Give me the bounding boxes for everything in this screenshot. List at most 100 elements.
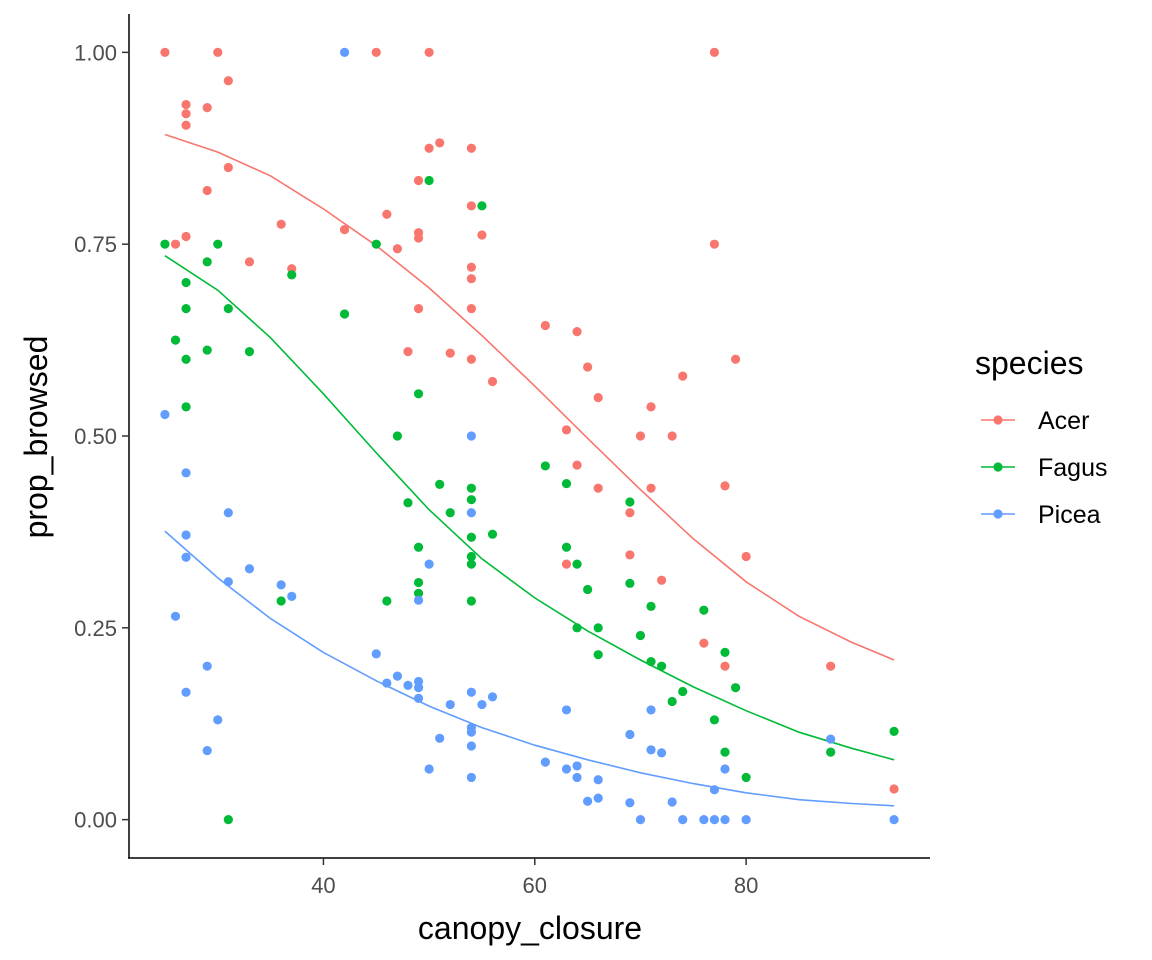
picea-point	[466, 687, 476, 697]
fagus-point	[741, 772, 751, 783]
picea-point	[741, 815, 751, 825]
picea-fit-line	[164, 530, 895, 807]
acer-point	[646, 483, 656, 493]
fagus-point	[572, 559, 582, 569]
fagus-point	[181, 354, 191, 364]
legend-item-picea: Picea	[981, 501, 1101, 529]
acer-point	[170, 239, 181, 249]
fagus-point	[413, 577, 424, 588]
x-tick-label: 80	[734, 873, 758, 898]
fagus-point	[445, 508, 455, 518]
acer-point	[202, 103, 212, 113]
picea-point	[466, 508, 476, 518]
x-tick-label: 40	[311, 873, 335, 898]
picea-point	[625, 798, 635, 808]
x-axis-title: canopy_closure	[418, 910, 642, 946]
fagus-point	[720, 647, 730, 657]
picea-point	[646, 745, 656, 755]
fagus-point	[625, 578, 635, 588]
fagus-point	[403, 498, 413, 508]
x-tick-label: 60	[523, 873, 547, 898]
fagus-point	[889, 726, 899, 737]
acer-point	[181, 231, 191, 242]
x-axis-ticks: 40 60 80	[311, 858, 758, 898]
fagus-point	[213, 239, 223, 249]
legend-key-point	[993, 462, 1003, 472]
fagus-point	[477, 201, 487, 211]
picea-point	[625, 729, 635, 740]
picea-point	[371, 649, 381, 659]
y-tick-label: 0.25	[74, 616, 117, 641]
picea-point	[593, 775, 603, 785]
fagus-point	[487, 529, 498, 539]
fagus-point	[276, 596, 286, 606]
picea-point	[572, 772, 582, 783]
acer-point	[709, 239, 720, 249]
picea-point	[339, 47, 350, 57]
acer-fit-line	[164, 133, 895, 661]
fagus-point	[223, 815, 233, 825]
fagus-point	[667, 696, 677, 707]
fagus-point	[223, 304, 233, 314]
acer-point	[487, 376, 498, 387]
picea-point	[392, 671, 403, 681]
legend: species Acer Fagus Picea	[975, 345, 1107, 529]
fagus-point	[540, 461, 550, 471]
picea-point	[889, 815, 899, 825]
acer-point	[392, 244, 403, 254]
picea-point	[477, 699, 487, 710]
fagus-point	[413, 542, 424, 552]
acer-point	[339, 225, 350, 235]
y-tick-label: 1.00	[74, 40, 117, 65]
acer-point	[730, 354, 741, 364]
picea-point	[223, 508, 233, 518]
fagus-point	[371, 239, 381, 249]
fagus-point	[160, 239, 170, 249]
fagus-point	[826, 747, 836, 757]
fagus-point	[466, 483, 476, 493]
acer-point	[413, 304, 424, 314]
fagus-point	[466, 559, 476, 569]
picea-point	[635, 815, 646, 825]
acer-point	[720, 481, 730, 491]
picea-point	[593, 793, 603, 803]
acer-point	[466, 304, 476, 314]
acer-point	[445, 348, 455, 358]
picea-point	[424, 559, 434, 569]
picea-point	[181, 687, 191, 697]
acer-point	[466, 143, 476, 153]
acer-point	[202, 185, 212, 196]
acer-point	[276, 219, 286, 229]
acer-point	[709, 47, 720, 57]
legend-item-acer: Acer	[981, 407, 1089, 435]
picea-point	[276, 580, 286, 590]
picea-point	[466, 772, 476, 783]
picea-point	[466, 727, 476, 737]
picea-point	[561, 764, 572, 774]
acer-point	[656, 575, 667, 585]
acer-point	[435, 138, 445, 148]
fagus-point	[709, 715, 720, 725]
picea-point	[656, 748, 667, 758]
picea-point	[667, 797, 677, 807]
picea-point	[202, 745, 212, 756]
fagus-point	[287, 270, 297, 280]
fagus-point	[583, 584, 593, 595]
picea-point	[699, 815, 709, 825]
acer-point	[540, 320, 550, 331]
picea-point	[413, 693, 424, 704]
picea-point	[170, 611, 181, 621]
acer-point	[572, 460, 582, 470]
acer-point	[424, 47, 434, 57]
fagus-point	[561, 542, 572, 552]
picea-point	[213, 715, 223, 725]
fagus-point	[382, 596, 392, 606]
fagus-point	[392, 431, 403, 441]
y-axis-ticks: 0.00 0.25 0.50 0.75 1.00	[74, 40, 129, 833]
fagus-point	[730, 683, 741, 693]
acer-point	[646, 402, 656, 412]
acer-point	[466, 262, 476, 272]
fagus-point	[202, 345, 212, 355]
fagus-point	[466, 495, 476, 505]
